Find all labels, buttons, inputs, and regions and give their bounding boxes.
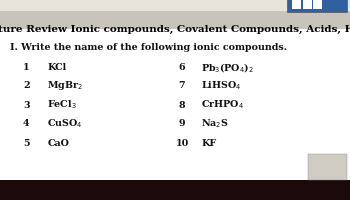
Bar bbox=[313, 0, 322, 9]
Text: Pb$_3$(PO$_4$)$_2$: Pb$_3$(PO$_4$)$_2$ bbox=[201, 60, 254, 73]
Text: 7: 7 bbox=[179, 81, 185, 90]
Bar bbox=[0, 0, 350, 11]
Text: 3: 3 bbox=[23, 100, 29, 110]
Text: 8: 8 bbox=[179, 100, 185, 110]
Text: KF: KF bbox=[201, 138, 217, 147]
Text: 5: 5 bbox=[23, 138, 29, 147]
Text: 2: 2 bbox=[23, 81, 29, 90]
Bar bbox=[303, 0, 312, 9]
Text: CrHPO$_4$: CrHPO$_4$ bbox=[201, 99, 244, 111]
Text: MgBr$_2$: MgBr$_2$ bbox=[47, 79, 83, 92]
Text: 6: 6 bbox=[179, 62, 185, 72]
Text: Na$_2$S: Na$_2$S bbox=[201, 118, 229, 130]
Text: KCl: KCl bbox=[47, 62, 66, 72]
Bar bbox=[0, 11, 350, 29]
Text: LiHSO$_4$: LiHSO$_4$ bbox=[201, 80, 241, 92]
Text: 9: 9 bbox=[179, 119, 185, 129]
Bar bbox=[0, 180, 350, 200]
Text: 4: 4 bbox=[23, 119, 29, 129]
Text: CaO: CaO bbox=[47, 138, 69, 147]
Text: FeCl$_3$: FeCl$_3$ bbox=[47, 99, 77, 111]
Text: CuSO$_4$: CuSO$_4$ bbox=[47, 118, 83, 130]
Text: 1: 1 bbox=[23, 62, 29, 72]
Bar bbox=[308, 154, 346, 180]
Bar bbox=[287, 0, 346, 12]
Bar bbox=[292, 0, 301, 9]
Text: Nomenclature Review Ionic compounds, Covalent Compounds, Acids, Hydrates: Nomenclature Review Ionic compounds, Cov… bbox=[0, 24, 350, 34]
Text: I. Write the name of the following ionic compounds.: I. Write the name of the following ionic… bbox=[10, 44, 288, 52]
Text: 10: 10 bbox=[175, 138, 189, 147]
